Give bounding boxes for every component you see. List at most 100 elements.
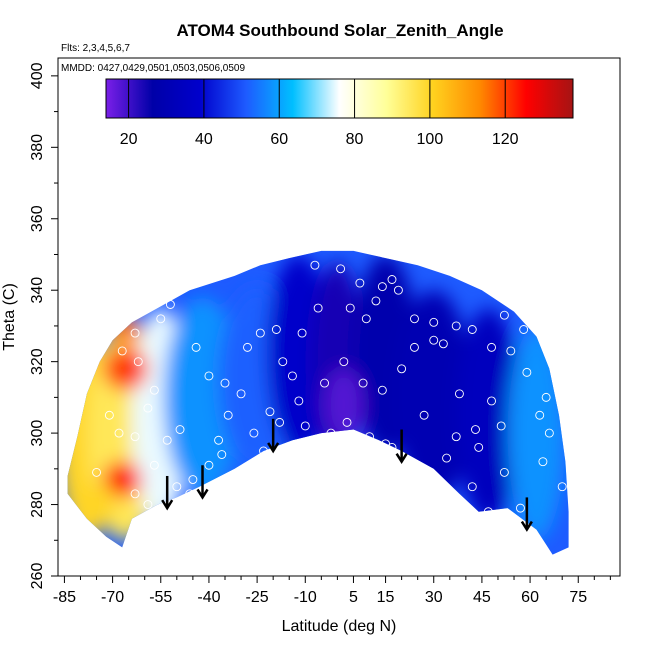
observation-point <box>287 371 297 381</box>
observation-point <box>438 339 448 349</box>
observation-point <box>471 425 480 434</box>
observation-point <box>143 500 153 510</box>
observation-point <box>130 328 140 338</box>
trajectory-arrow <box>267 418 280 454</box>
observation-point <box>310 260 320 270</box>
observation-point <box>130 489 140 499</box>
observation-point <box>271 325 281 334</box>
observation-point <box>371 296 381 306</box>
observation-point <box>483 507 493 517</box>
y-axis: 260 280 300 320 340 360 380 400 <box>29 62 58 589</box>
colorbar-tick-label: 20 <box>120 131 138 148</box>
field-cell <box>507 325 566 541</box>
observation-point <box>410 342 419 352</box>
x-tick-label: -70 <box>101 589 124 606</box>
observation-point <box>117 346 127 356</box>
observation-point <box>175 425 185 434</box>
observation-point <box>336 264 346 274</box>
colorbar-tick-label: 60 <box>270 131 288 148</box>
observation-point <box>506 346 516 356</box>
observation-point <box>300 421 310 431</box>
observation-point <box>429 335 439 345</box>
observation-point <box>217 450 227 459</box>
observation-point <box>361 314 371 324</box>
observation-point <box>326 428 336 438</box>
field-layer <box>67 250 569 555</box>
observation-point <box>499 467 509 477</box>
x-tick-label: 5 <box>349 589 358 606</box>
observation-point <box>499 310 509 320</box>
observation-point <box>397 364 407 374</box>
observation-point <box>387 442 397 452</box>
observation-point <box>342 417 352 427</box>
observation-point <box>544 428 554 438</box>
observation-point <box>265 407 275 417</box>
observation-point <box>114 428 124 438</box>
x-tick-label: -55 <box>149 589 172 606</box>
colorbar-frame <box>105 78 574 119</box>
observation-point <box>320 378 329 388</box>
field-cell <box>324 368 364 441</box>
y-tick-label: 400 <box>29 62 46 89</box>
observation-point <box>149 385 159 395</box>
observation-point <box>377 282 387 292</box>
observation-point <box>467 482 477 492</box>
observation-point <box>541 392 551 402</box>
y-tick-label: 360 <box>29 205 46 232</box>
observation-point <box>496 421 506 431</box>
field-cell <box>102 461 142 498</box>
observation-point <box>339 357 349 367</box>
observation-point <box>133 357 143 367</box>
observation-point <box>454 389 464 399</box>
observation-point <box>236 389 246 399</box>
observation-point <box>214 435 224 445</box>
observation-point <box>92 467 101 477</box>
observation-point <box>204 371 214 381</box>
observation-point <box>143 403 153 413</box>
observation-points <box>92 260 567 517</box>
observation-point <box>474 442 484 452</box>
x-axis: -85 -70 -55 -40 -25 -10 5 15 30 45 60 75 <box>53 576 611 606</box>
observation-point <box>355 278 365 288</box>
observation-point <box>165 300 175 309</box>
x-axis-label: Latitude (deg N) <box>282 618 397 635</box>
observation-point <box>188 475 198 484</box>
observation-point <box>104 410 114 420</box>
observation-point <box>451 321 461 331</box>
observation-point <box>185 489 195 499</box>
observation-point <box>522 367 532 377</box>
observation-point <box>130 432 140 442</box>
y-tick-label: 380 <box>29 134 46 161</box>
x-tick-label: -40 <box>197 589 220 606</box>
x-tick-label: -85 <box>53 589 76 606</box>
trajectory-arrow <box>395 429 408 465</box>
colorbar: 20 40 60 80 100 120 <box>105 78 574 148</box>
observation-point <box>297 328 307 338</box>
y-axis-label: Theta (C) <box>1 283 18 351</box>
observation-point <box>236 471 246 481</box>
observation-point <box>204 460 214 470</box>
y-tick-label: 300 <box>29 420 46 447</box>
x-tick-label: 45 <box>473 589 491 606</box>
x-tick-label: 30 <box>425 589 443 606</box>
observation-point <box>249 428 259 438</box>
trajectory-arrow <box>161 475 174 511</box>
observation-point <box>387 275 397 284</box>
observation-point <box>255 328 265 338</box>
observation-point <box>519 325 529 334</box>
observation-point <box>393 285 403 295</box>
observation-point <box>156 314 166 324</box>
colorbar-tick-label: 80 <box>346 131 364 148</box>
observation-point <box>365 432 374 442</box>
observation-point <box>487 342 496 352</box>
observation-point <box>557 482 567 492</box>
observation-point <box>313 303 323 313</box>
observation-point <box>275 417 285 427</box>
chart-title: ATOM4 Southbound Solar_Zenith_Angle <box>176 21 503 40</box>
observation-point <box>191 342 201 352</box>
observation-point <box>467 325 477 334</box>
flights-subtitle: Flts: 2,3,4,5,6,7 <box>61 43 130 54</box>
observation-point <box>345 303 355 313</box>
plot-frame <box>57 57 621 577</box>
